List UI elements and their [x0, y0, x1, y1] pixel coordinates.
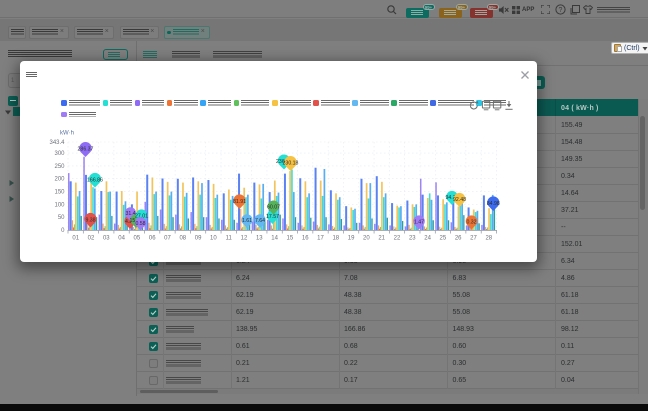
svg-text:286.37: 286.37	[78, 147, 94, 153]
svg-text:15: 15	[287, 235, 294, 241]
svg-text:25: 25	[440, 235, 447, 241]
svg-text:18: 18	[332, 235, 339, 241]
svg-text:06: 06	[149, 235, 156, 241]
svg-text:31.4: 31.4	[125, 211, 135, 217]
svg-text:28: 28	[485, 235, 492, 241]
svg-text:236.47: 236.47	[276, 159, 292, 165]
svg-text:17.57: 17.57	[266, 214, 279, 220]
svg-text:200: 200	[55, 177, 66, 183]
svg-text:27.01: 27.01	[135, 213, 148, 219]
svg-text:kW·h: kW·h	[60, 130, 74, 136]
svg-text:13: 13	[256, 235, 263, 241]
svg-text:300: 300	[55, 151, 66, 157]
svg-text:?: ?	[559, 7, 563, 14]
svg-text:166.86: 166.86	[87, 177, 103, 183]
svg-text:02: 02	[88, 235, 95, 241]
svg-text:84.98: 84.98	[487, 201, 500, 207]
svg-text:24: 24	[424, 235, 431, 241]
svg-text:7.64: 7.64	[255, 218, 265, 224]
svg-text:26: 26	[455, 235, 462, 241]
svg-text:16: 16	[302, 235, 309, 241]
svg-text:94.72: 94.72	[446, 195, 459, 201]
svg-text:23: 23	[409, 235, 416, 241]
svg-text:343.4: 343.4	[50, 140, 66, 146]
svg-text:20: 20	[363, 235, 370, 241]
svg-text:0.32: 0.32	[466, 219, 476, 225]
svg-text:10: 10	[210, 235, 217, 241]
svg-text:1.47: 1.47	[414, 219, 424, 225]
svg-text:07: 07	[164, 235, 171, 241]
svg-text:09: 09	[195, 235, 202, 241]
svg-text:12: 12	[241, 235, 248, 241]
svg-text:4.36: 4.36	[125, 219, 135, 225]
svg-text:08: 08	[179, 235, 186, 241]
svg-text:81.91: 81.91	[233, 199, 246, 205]
svg-text:05: 05	[134, 235, 141, 241]
svg-text:21: 21	[378, 235, 385, 241]
svg-text:01: 01	[72, 235, 79, 241]
svg-text:11: 11	[226, 235, 233, 241]
svg-text:250: 250	[55, 164, 66, 170]
svg-text:50: 50	[58, 215, 65, 221]
svg-text:03: 03	[103, 235, 110, 241]
svg-text:60.07: 60.07	[267, 205, 280, 211]
svg-text:04: 04	[118, 235, 125, 241]
svg-text:14: 14	[271, 235, 278, 241]
svg-text:0: 0	[61, 228, 65, 234]
svg-text:17: 17	[317, 235, 324, 241]
svg-text:150: 150	[55, 190, 66, 196]
svg-text:230.18: 230.18	[283, 161, 299, 167]
svg-text:27: 27	[470, 235, 477, 241]
svg-text:1.61: 1.61	[242, 218, 252, 224]
svg-text:19: 19	[348, 235, 355, 241]
svg-text:100: 100	[55, 202, 66, 208]
svg-text:9.38: 9.38	[85, 217, 95, 223]
svg-text:22: 22	[394, 235, 401, 241]
svg-text:92.48: 92.48	[453, 197, 466, 203]
svg-text:0.58: 0.58	[135, 221, 145, 227]
